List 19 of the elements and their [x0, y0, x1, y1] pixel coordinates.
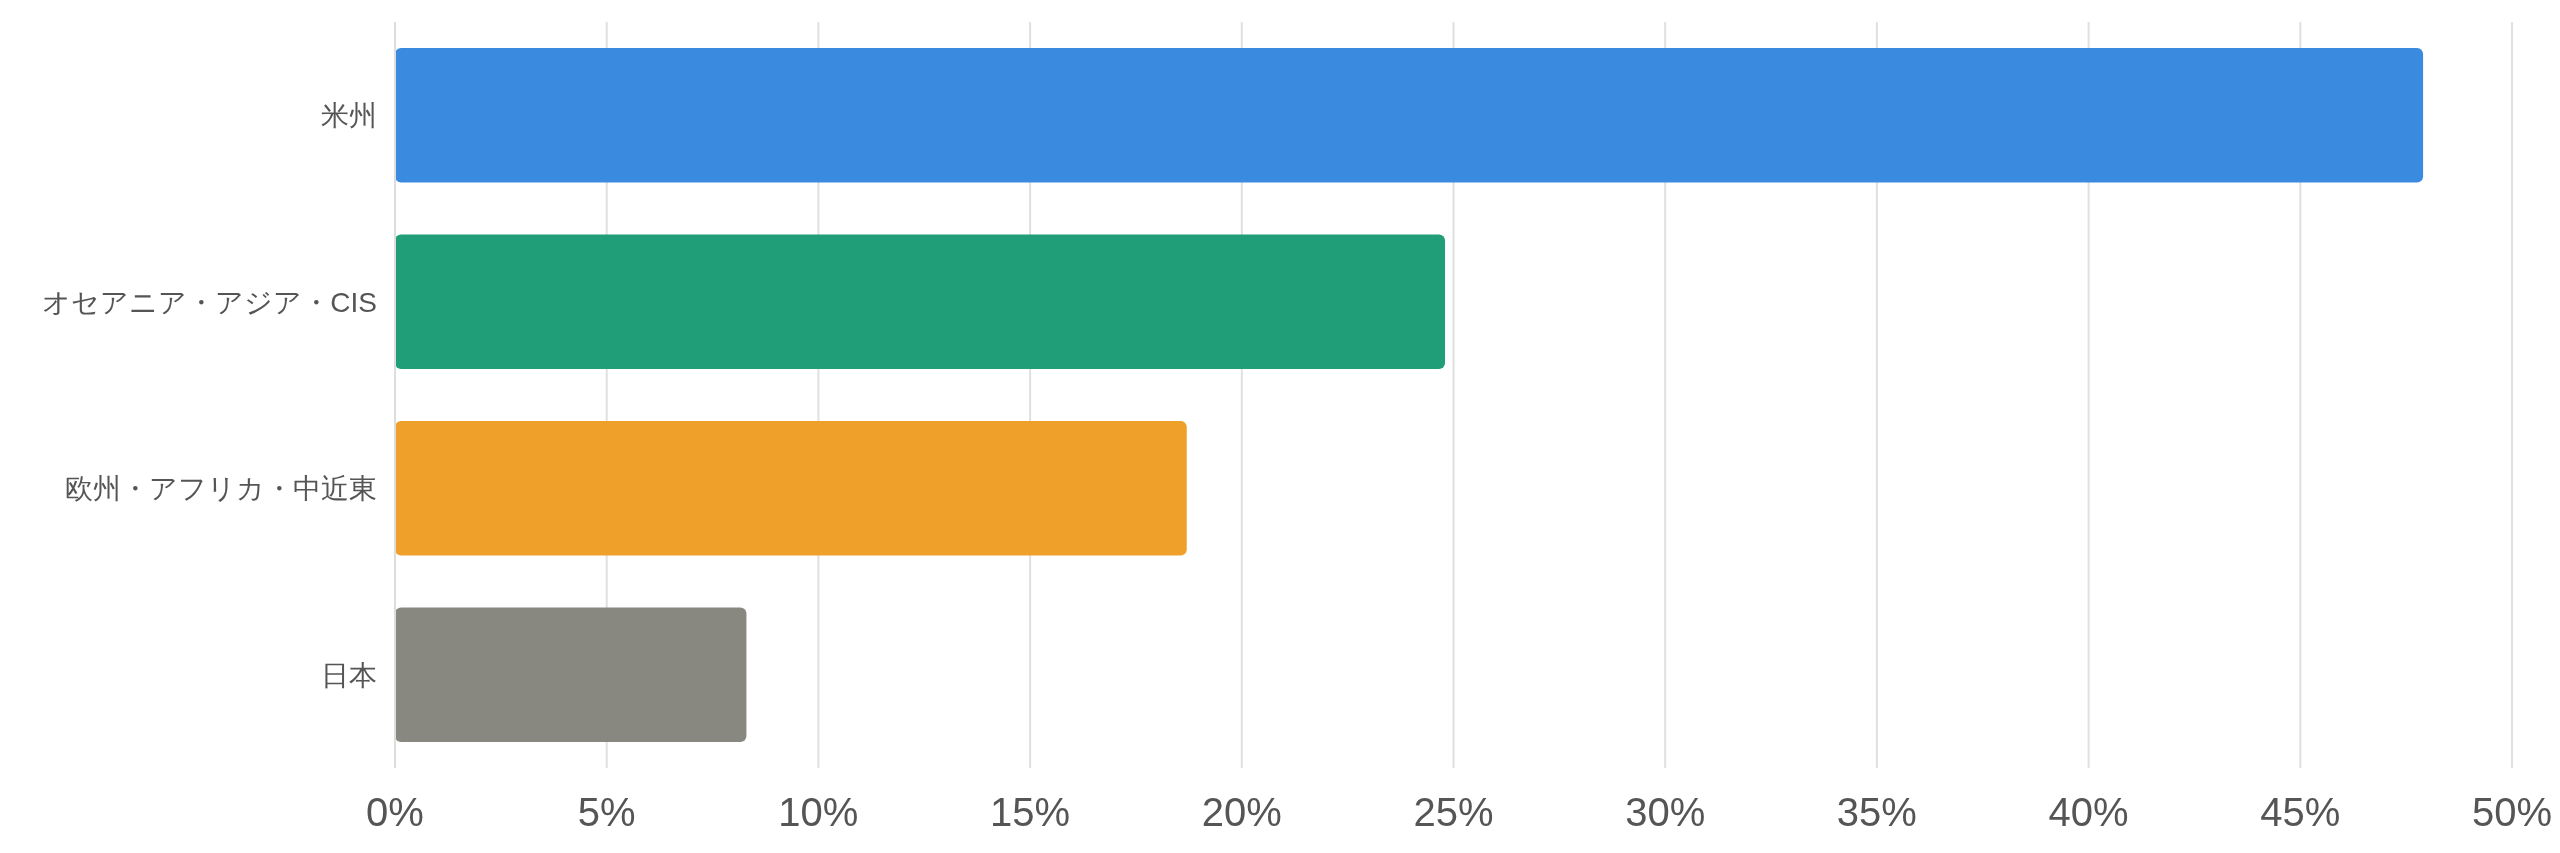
x-tick-label: 35% — [1836, 790, 1917, 834]
y-tick-label: オセアニア・アジア・CIS — [42, 286, 377, 318]
y-tick-label: 欧州・アフリカ・中近東 — [65, 473, 377, 505]
bar — [395, 607, 747, 742]
x-tick-label: 45% — [2260, 790, 2341, 834]
x-tick-label: 15% — [990, 790, 1071, 834]
x-tick-label: 50% — [2471, 790, 2553, 834]
x-tick-label: 0% — [366, 790, 424, 834]
x-tick-label: 10% — [778, 790, 859, 834]
x-tick-label: 25% — [1413, 790, 1494, 834]
x-tick-label: 20% — [1201, 790, 1282, 834]
y-tick-label: 日本 — [321, 659, 377, 691]
x-tick-label: 30% — [1625, 790, 1706, 834]
bar — [395, 234, 1446, 369]
bar — [395, 421, 1187, 556]
x-tick-label: 40% — [2048, 790, 2129, 834]
bar — [395, 48, 2424, 183]
x-tick-label: 5% — [577, 790, 636, 834]
y-tick-label: 米州 — [321, 100, 377, 132]
